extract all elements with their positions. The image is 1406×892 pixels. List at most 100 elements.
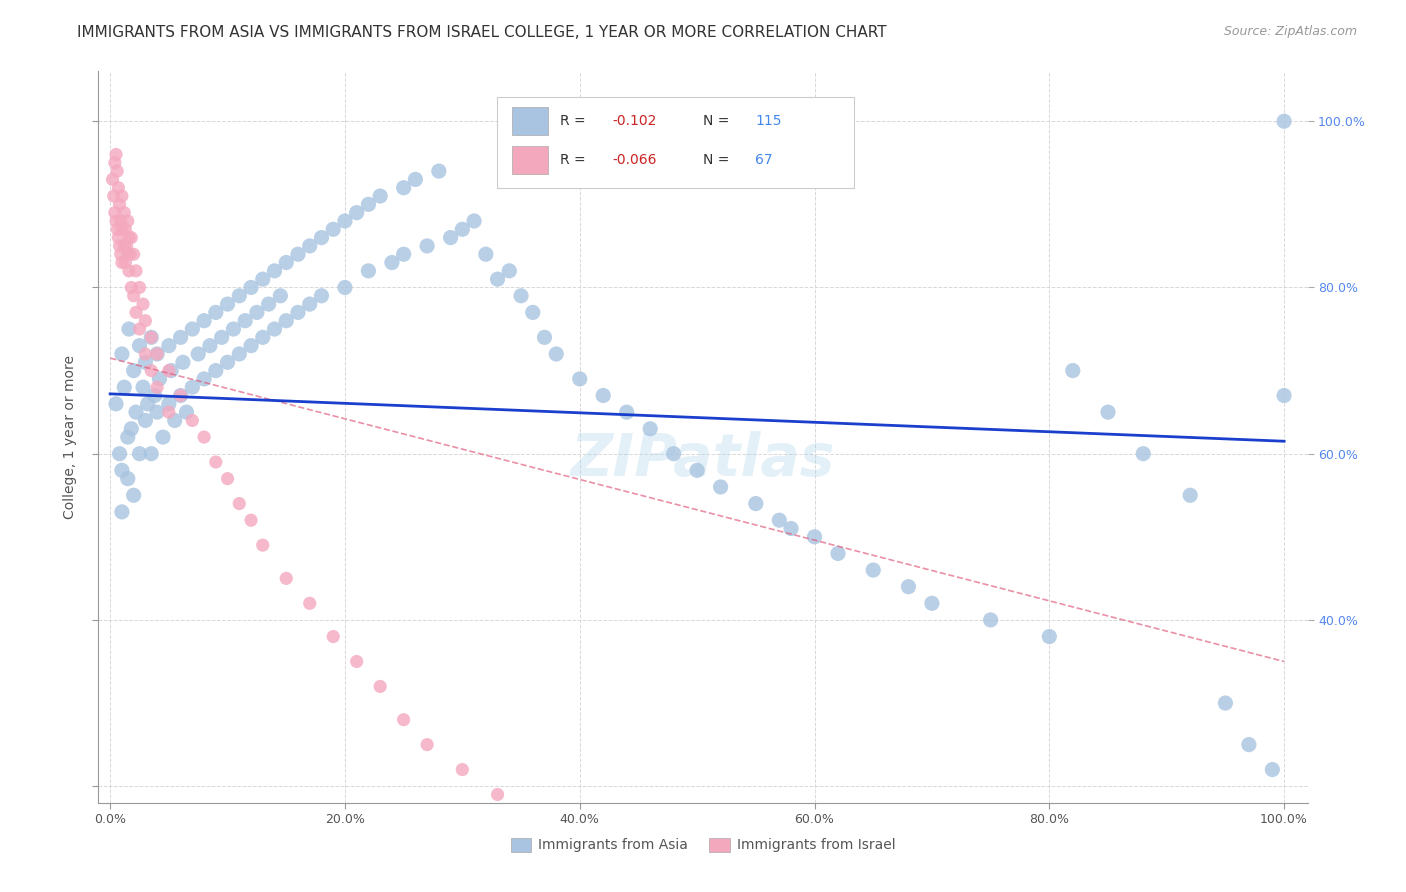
Point: [1038, 630, 1060, 644]
Point: [122, 247, 145, 261]
Point: [187, 347, 209, 361]
Point: [333, 280, 356, 294]
Point: [128, 447, 150, 461]
Point: [108, 447, 131, 461]
Point: [148, 372, 170, 386]
Point: [1132, 447, 1154, 461]
Point: [146, 380, 169, 394]
Point: [181, 322, 204, 336]
Point: [143, 388, 166, 402]
Point: [111, 255, 134, 269]
Point: [117, 472, 139, 486]
Point: [104, 156, 127, 170]
Text: 67: 67: [755, 153, 773, 167]
Point: [322, 222, 344, 236]
Point: [204, 455, 226, 469]
Point: [141, 447, 163, 461]
Point: [112, 239, 135, 253]
Point: [105, 164, 128, 178]
Point: [1097, 405, 1119, 419]
Point: [240, 513, 263, 527]
Point: [217, 472, 239, 486]
Point: [568, 372, 591, 386]
Point: [1062, 363, 1084, 377]
Point: [136, 397, 159, 411]
Point: [110, 247, 132, 261]
Point: [533, 330, 555, 344]
Point: [211, 330, 233, 344]
Point: [404, 172, 426, 186]
Text: Source: ZipAtlas.com: Source: ZipAtlas.com: [1223, 25, 1357, 38]
Point: [117, 214, 139, 228]
Point: [1215, 696, 1237, 710]
Point: [111, 505, 134, 519]
Point: [146, 347, 169, 361]
Point: [134, 413, 156, 427]
Point: [381, 255, 404, 269]
Text: R =: R =: [561, 114, 586, 128]
Point: [616, 405, 638, 419]
Point: [745, 497, 768, 511]
Point: [193, 430, 215, 444]
Point: [346, 205, 368, 219]
Point: [118, 230, 141, 244]
FancyBboxPatch shape: [512, 146, 548, 174]
Point: [120, 247, 142, 261]
Point: [276, 314, 298, 328]
Point: [333, 214, 356, 228]
Point: [568, 838, 591, 852]
Point: [120, 422, 142, 436]
FancyBboxPatch shape: [498, 97, 855, 188]
Point: [125, 405, 148, 419]
Point: [287, 305, 309, 319]
Point: [897, 580, 920, 594]
Point: [233, 314, 256, 328]
Point: [392, 247, 415, 261]
Point: [368, 189, 391, 203]
Point: [463, 214, 485, 228]
Point: [603, 863, 626, 877]
Point: [522, 305, 544, 319]
Point: [257, 297, 280, 311]
Point: [152, 430, 174, 444]
Point: [311, 289, 333, 303]
Point: [169, 388, 191, 402]
Point: [546, 347, 568, 361]
Point: [269, 289, 291, 303]
Point: [105, 214, 128, 228]
Point: [108, 239, 131, 253]
Point: [322, 630, 344, 644]
Point: [287, 247, 309, 261]
Point: [252, 272, 274, 286]
Point: [103, 189, 125, 203]
Point: [298, 596, 321, 610]
Point: [160, 363, 183, 377]
Text: ZIPatlas: ZIPatlas: [571, 431, 835, 488]
Point: [134, 347, 156, 361]
Point: [114, 255, 136, 269]
Text: 115: 115: [755, 114, 782, 128]
Point: [651, 879, 673, 892]
Point: [141, 330, 163, 344]
Point: [108, 197, 131, 211]
Point: [117, 247, 139, 261]
Point: [111, 463, 134, 477]
Text: R =: R =: [561, 153, 586, 167]
Point: [105, 147, 128, 161]
Point: [120, 280, 142, 294]
Point: [228, 497, 250, 511]
Point: [146, 347, 169, 361]
Point: [246, 305, 269, 319]
Point: [439, 230, 461, 244]
Point: [498, 264, 520, 278]
Y-axis label: College, 1 year or more: College, 1 year or more: [63, 355, 77, 519]
Point: [146, 405, 169, 419]
Point: [228, 347, 250, 361]
Point: [141, 330, 163, 344]
Point: [169, 330, 191, 344]
Point: [1261, 763, 1284, 777]
Point: [132, 297, 155, 311]
Point: [141, 363, 163, 377]
Point: [357, 264, 380, 278]
Point: [157, 397, 180, 411]
